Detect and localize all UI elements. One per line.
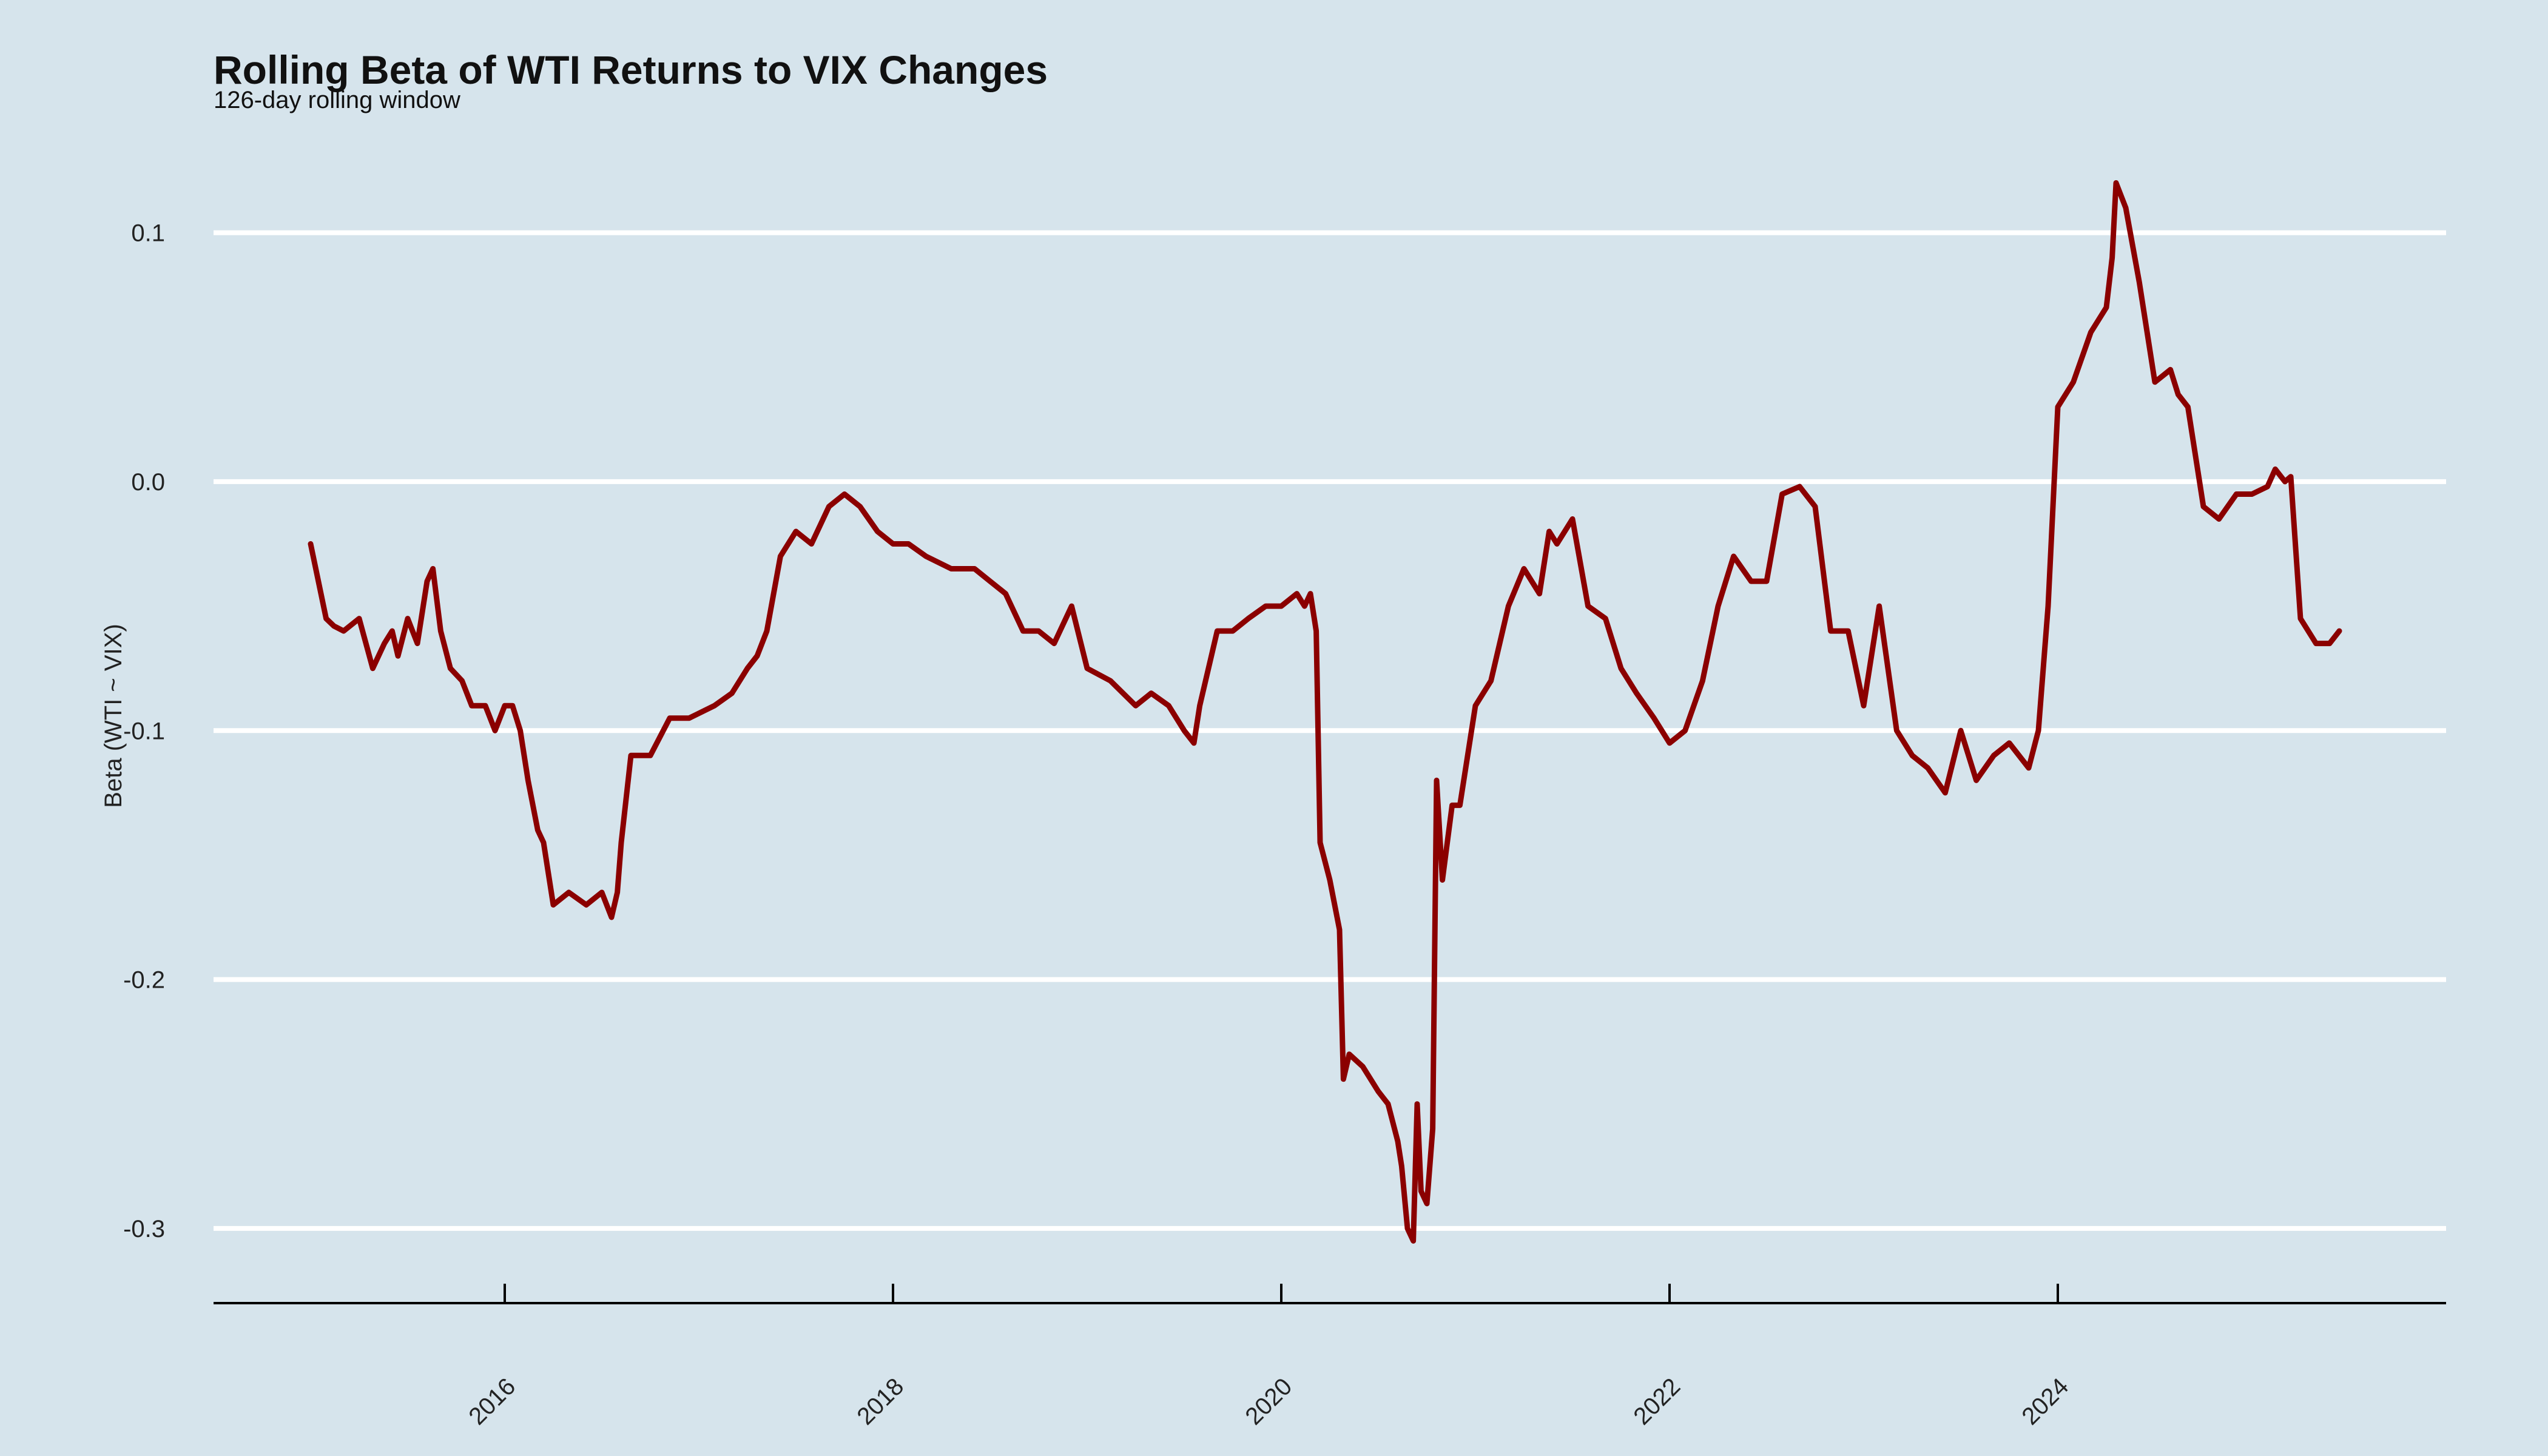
axis-layer: 0.1 0.0 -0.1 -0.2 -0.3 2016 2018 2020 2022 2024: [123, 220, 2446, 1430]
y-tick-label: 0.0: [131, 469, 165, 496]
x-tick-label: 2016: [463, 1373, 521, 1430]
series-layer: [308, 180, 2342, 1244]
y-axis-title: Beta (WTI ~ VIX): [100, 624, 127, 807]
y-tick-label: -0.2: [123, 967, 165, 994]
series-line-beta: [308, 180, 2342, 1244]
x-tick-label: 2020: [1240, 1373, 1297, 1430]
x-tick-label: 2024: [2017, 1373, 2074, 1430]
y-tick-label: -0.1: [123, 718, 165, 744]
x-tick-label: 2022: [1628, 1373, 1685, 1430]
chart-subtitle: 126-day rolling window: [214, 87, 460, 113]
y-tick-label: 0.1: [131, 220, 165, 247]
y-tick-label: -0.3: [123, 1216, 165, 1242]
x-tick-label: 2018: [852, 1373, 909, 1430]
grid-layer: [214, 230, 2446, 1231]
chart-title: Rolling Beta of WTI Returns to VIX Chang…: [214, 47, 1048, 92]
